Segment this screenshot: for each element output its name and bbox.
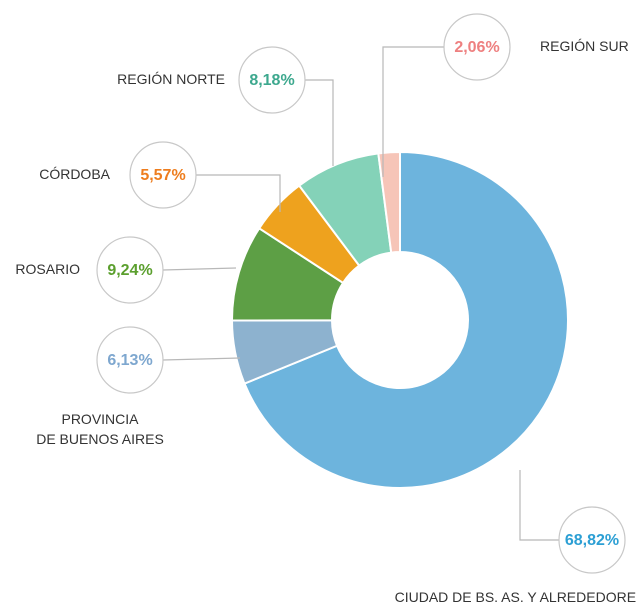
category-label: REGIÓN SUR — [540, 38, 629, 54]
category-label-line: PROVINCIA — [61, 411, 139, 427]
label-bubble — [96, 326, 164, 394]
category-label-line: CIUDAD DE BS. AS. Y ALREDEDORES — [395, 589, 636, 605]
value-label: 68,82% — [565, 532, 619, 549]
category-label-line: CÓRDOBA — [39, 166, 110, 182]
leader-line — [519, 470, 559, 541]
leader-line — [162, 267, 237, 271]
label-bubble — [443, 13, 511, 81]
leader-line — [196, 174, 281, 212]
value-label: 6,13% — [107, 352, 152, 369]
label-bubble — [238, 46, 306, 114]
value-label: 2,06% — [454, 39, 499, 56]
category-label: CIUDAD DE BS. AS. Y ALREDEDORES — [395, 589, 636, 605]
value-label: 9,24% — [107, 262, 152, 279]
label-bubble — [129, 141, 197, 209]
label-bubble — [558, 506, 626, 574]
category-label: REGIÓN NORTE — [117, 71, 225, 87]
category-label-line: REGIÓN NORTE — [117, 71, 225, 87]
leader-line — [162, 357, 241, 361]
leader-line — [305, 79, 334, 166]
category-label: PROVINCIA DE BUENOS AIRES — [36, 411, 164, 447]
value-label: 5,57% — [140, 167, 185, 184]
category-label: ROSARIO — [15, 261, 80, 277]
donut-slice — [243, 150, 569, 489]
value-label: 8,18% — [249, 72, 294, 89]
category-label-line: ROSARIO — [15, 261, 80, 277]
category-label: CÓRDOBA — [39, 166, 110, 182]
donut-slice — [377, 150, 401, 254]
category-label-line: REGIÓN SUR — [540, 38, 629, 54]
label-bubble — [96, 236, 164, 304]
leader-line — [382, 46, 444, 177]
category-label-line: DE BUENOS AIRES — [36, 431, 164, 447]
